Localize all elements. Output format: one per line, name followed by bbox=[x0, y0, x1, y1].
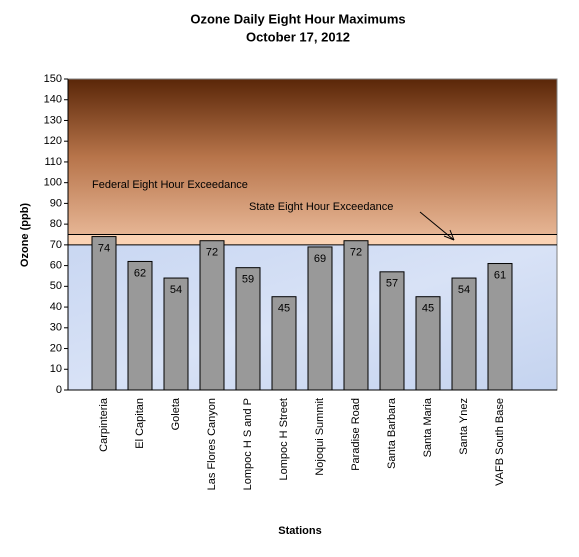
bar bbox=[379, 271, 405, 391]
data-label: 57 bbox=[386, 278, 398, 290]
bar bbox=[127, 260, 153, 391]
annotation: Federal Eight Hour Exceedance bbox=[92, 179, 248, 191]
x-tick-label: Santa Maria bbox=[422, 397, 434, 457]
bar bbox=[199, 240, 225, 391]
data-label: 45 bbox=[278, 303, 290, 315]
x-tick-label: Santa Barbara bbox=[386, 397, 398, 469]
x-tick-label: VAFB South Base bbox=[494, 398, 506, 486]
y-tick-label: 40 bbox=[50, 301, 62, 313]
bar bbox=[487, 263, 513, 391]
x-tick-label: Goleta bbox=[170, 397, 182, 430]
y-tick-label: 0 bbox=[56, 384, 62, 396]
y-tick-label: 140 bbox=[44, 94, 62, 106]
chart-title: Ozone Daily Eight Hour Maximums bbox=[190, 11, 405, 26]
x-axis-label: Stations bbox=[278, 525, 321, 537]
data-label: 72 bbox=[206, 247, 218, 259]
data-label: 54 bbox=[170, 284, 182, 296]
bar bbox=[271, 296, 297, 391]
arrow bbox=[419, 211, 455, 241]
data-label: 59 bbox=[242, 274, 254, 286]
y-tick-label: 10 bbox=[50, 363, 62, 375]
bar bbox=[415, 296, 441, 391]
y-tick-label: 60 bbox=[50, 260, 62, 272]
x-tick-label: Paradise Road bbox=[350, 398, 362, 471]
state-zone bbox=[68, 234, 557, 245]
y-tick-label: 50 bbox=[50, 280, 62, 292]
data-label: 54 bbox=[458, 284, 470, 296]
y-tick-label: 150 bbox=[44, 73, 62, 85]
y-axis-label: Ozone (ppb) bbox=[19, 203, 31, 267]
data-label: 62 bbox=[134, 267, 146, 279]
x-tick-label: Carpinteria bbox=[98, 397, 110, 452]
data-label: 45 bbox=[422, 303, 434, 315]
data-label: 74 bbox=[98, 242, 110, 254]
chart-subtitle: October 17, 2012 bbox=[246, 29, 350, 44]
y-tick-label: 110 bbox=[44, 156, 62, 168]
bar bbox=[235, 267, 261, 391]
exceedance-zone bbox=[68, 79, 557, 235]
y-tick-label: 30 bbox=[50, 322, 62, 334]
x-tick-label: El Capitan bbox=[134, 398, 146, 449]
x-tick-label: Las Flores Canyon bbox=[206, 398, 218, 490]
data-label: 61 bbox=[494, 269, 506, 281]
data-label: 72 bbox=[350, 247, 362, 259]
y-tick-label: 120 bbox=[44, 135, 62, 147]
y-tick-label: 80 bbox=[50, 218, 62, 230]
y-tick-label: 20 bbox=[50, 342, 62, 354]
y-tick-label: 130 bbox=[44, 114, 62, 126]
bar bbox=[91, 236, 117, 391]
x-tick-label: Lompoc H Street bbox=[278, 398, 290, 481]
bar bbox=[163, 277, 189, 391]
y-tick-label: 100 bbox=[44, 177, 62, 189]
x-tick-label: Santa Ynez bbox=[458, 398, 470, 455]
x-tick-label: Lompoc H S and P bbox=[242, 398, 254, 490]
arrow-head bbox=[443, 229, 455, 241]
bar bbox=[343, 240, 369, 391]
y-tick-label: 70 bbox=[50, 239, 62, 251]
bar bbox=[451, 277, 477, 391]
y-tick-label: 90 bbox=[50, 197, 62, 209]
annotation: State Eight Hour Exceedance bbox=[249, 201, 393, 213]
x-tick-label: Nojoqui Summit bbox=[314, 398, 326, 476]
bar bbox=[307, 246, 333, 391]
data-label: 69 bbox=[314, 253, 326, 265]
